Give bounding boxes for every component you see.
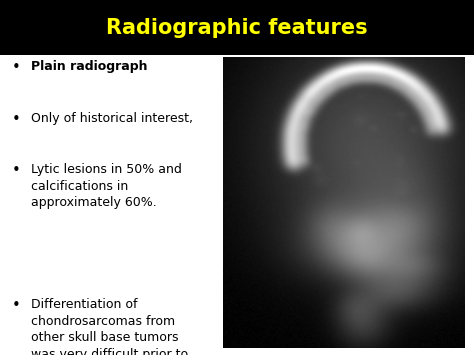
Text: •: • xyxy=(12,60,20,75)
Text: Only of historical interest,: Only of historical interest, xyxy=(31,112,193,125)
Text: Lytic lesions in 50% and
calcifications in
approximately 60%.: Lytic lesions in 50% and calcifications … xyxy=(31,163,182,209)
Text: Differentiation of
chondrosarcomas from
other skull base tumors
was very difficu: Differentiation of chondrosarcomas from … xyxy=(31,298,188,355)
Bar xyxy=(0,0,474,55)
Text: •: • xyxy=(12,163,20,178)
Text: Radiographic features: Radiographic features xyxy=(106,17,368,38)
Text: •: • xyxy=(12,298,20,313)
Text: Plain radiograph: Plain radiograph xyxy=(31,60,147,73)
Text: •: • xyxy=(12,112,20,127)
